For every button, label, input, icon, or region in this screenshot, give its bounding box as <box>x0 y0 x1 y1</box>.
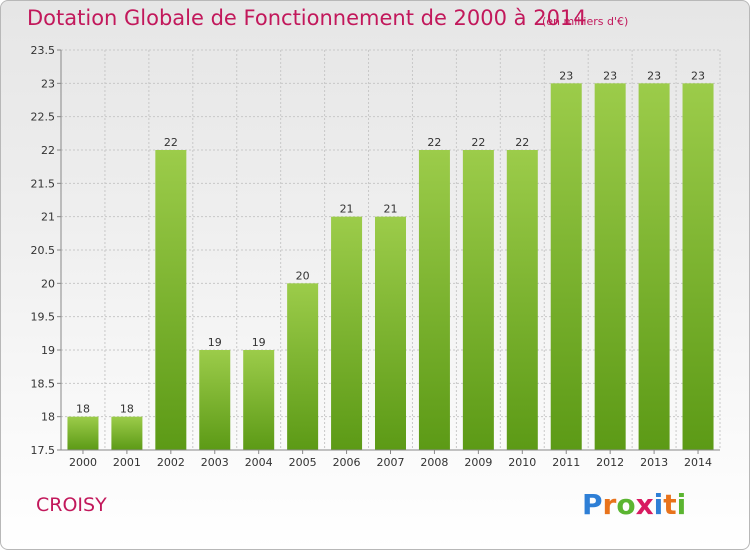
x-tick-label: 2009 <box>464 456 492 469</box>
data-label: 23 <box>559 69 573 82</box>
data-label: 18 <box>76 403 90 416</box>
x-tick-label: 2005 <box>289 456 317 469</box>
bar <box>638 83 670 450</box>
data-label: 19 <box>208 336 222 349</box>
y-tick-label: 21 <box>41 211 55 224</box>
data-label: 22 <box>427 136 441 149</box>
bar <box>682 83 714 450</box>
data-label: 22 <box>515 136 529 149</box>
data-label: 21 <box>340 203 354 216</box>
x-tick-label: 2014 <box>684 456 712 469</box>
x-tick-label: 2004 <box>245 456 273 469</box>
commune-name: CROISY <box>36 494 107 516</box>
x-tick-label: 2001 <box>113 456 141 469</box>
bar <box>287 283 319 450</box>
x-tick-label: 2003 <box>201 456 229 469</box>
x-tick-label: 2006 <box>333 456 361 469</box>
x-tick-label: 2013 <box>640 456 668 469</box>
y-tick-label: 20.5 <box>31 244 56 257</box>
bar <box>375 216 406 450</box>
bar <box>331 216 363 450</box>
y-tick-label: 20 <box>41 277 55 290</box>
x-tick-label: 2002 <box>157 456 185 469</box>
bar <box>418 150 450 450</box>
bar <box>506 150 538 450</box>
bar <box>243 350 275 450</box>
data-label: 19 <box>252 336 266 349</box>
proxiti-logo: Proxiti <box>582 488 687 521</box>
y-tick-label: 22.5 <box>31 111 56 124</box>
data-label: 22 <box>164 136 178 149</box>
chart-subtitle: (en milliers d'€) <box>542 15 629 28</box>
y-tick-label: 23.5 <box>31 44 56 57</box>
y-tick-label: 19.5 <box>31 311 56 324</box>
x-tick-label: 2012 <box>596 456 624 469</box>
y-tick-label: 17.5 <box>31 444 56 457</box>
x-tick-label: 2000 <box>69 456 97 469</box>
bar <box>111 416 143 450</box>
bar <box>462 150 494 450</box>
axes: 17.5 18 18.5 19 19.5 20 20.5 21 21.5 22 22.5 23 23.5… <box>31 44 720 469</box>
x-tick-label: 2008 <box>420 456 448 469</box>
y-tick-label: 18 <box>41 411 55 424</box>
data-label: 20 <box>296 269 310 282</box>
bar <box>155 150 187 450</box>
chart-title: Dotation Globale de Fonctionnement de 20… <box>27 6 587 30</box>
x-tick-label: 2010 <box>508 456 536 469</box>
bar <box>550 83 582 450</box>
y-tick-label: 18.5 <box>31 377 56 390</box>
y-tick-label: 19 <box>41 344 55 357</box>
data-label: 23 <box>691 69 705 82</box>
bar <box>594 83 626 450</box>
data-label: 21 <box>384 203 398 216</box>
data-label: 23 <box>647 69 661 82</box>
data-label: 22 <box>471 136 485 149</box>
bar <box>67 416 99 450</box>
bar <box>199 350 231 450</box>
x-tick-label: 2011 <box>552 456 580 469</box>
x-tick-label: 2007 <box>377 456 405 469</box>
bars: 18 18 22 19 19 20 21 21 22 22 22 23 23 23 23 <box>67 69 714 450</box>
y-tick-label: 21.5 <box>31 177 56 190</box>
data-label: 18 <box>120 403 134 416</box>
y-tick-label: 23 <box>41 77 55 90</box>
data-label: 23 <box>603 69 617 82</box>
y-tick-label: 22 <box>41 144 55 157</box>
